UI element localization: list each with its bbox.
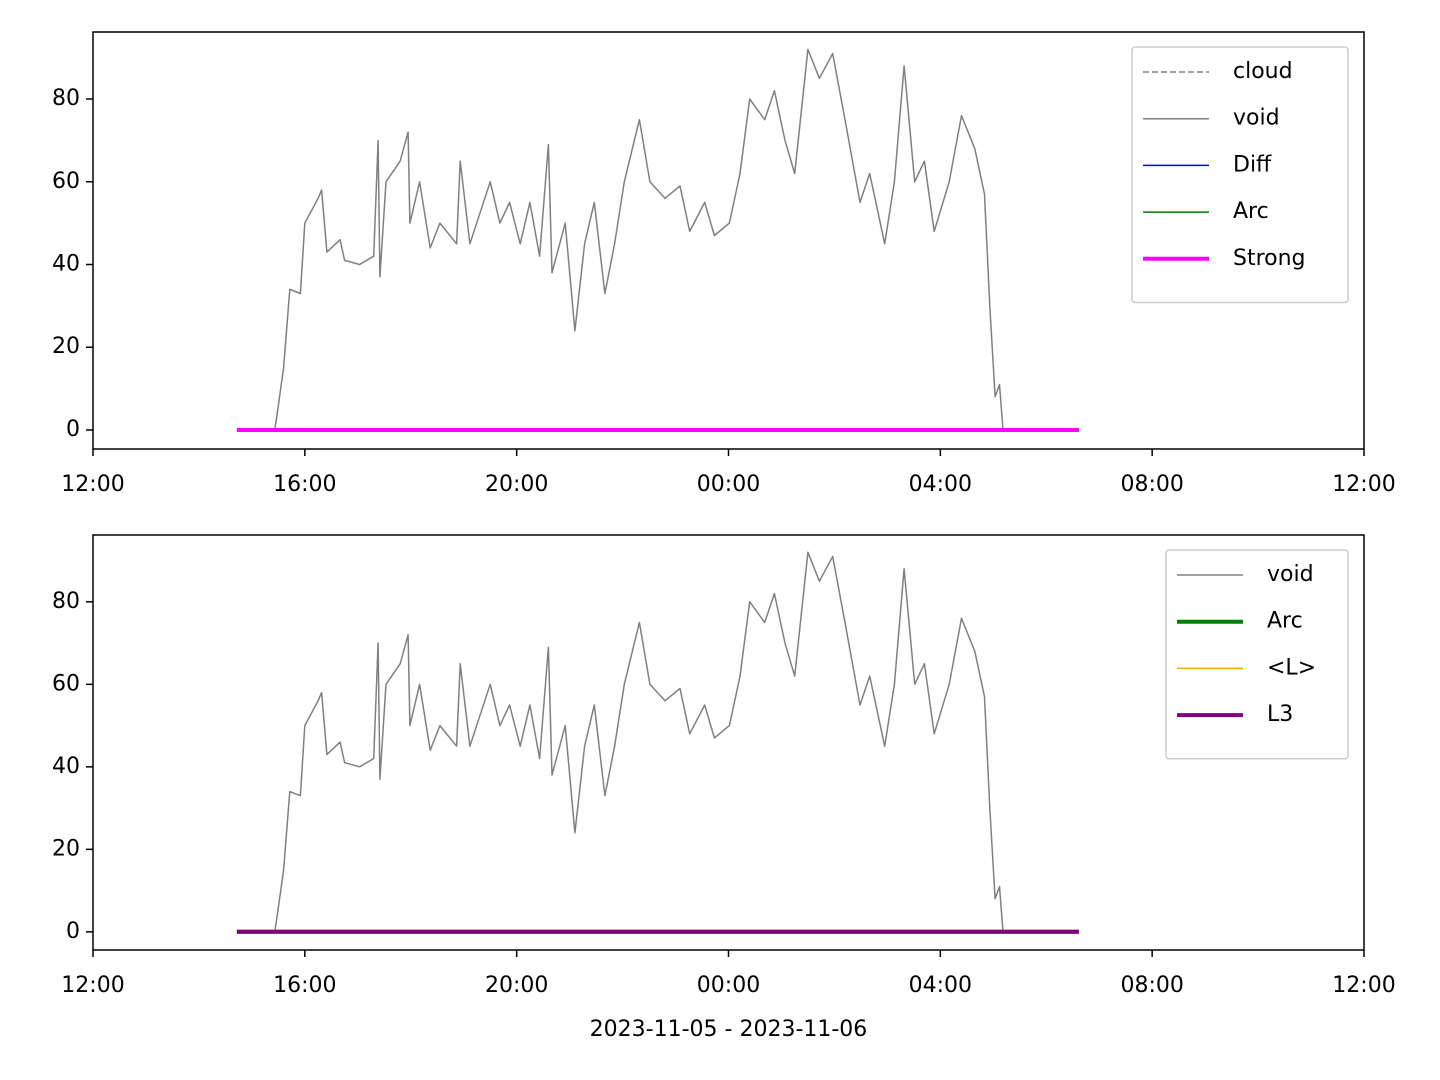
legend-label: <L> xyxy=(1267,655,1316,680)
y-tick-label: 80 xyxy=(52,589,80,614)
series-line xyxy=(274,551,1004,932)
x-tick-label: 04:00 xyxy=(909,973,972,998)
legend-label: void xyxy=(1267,562,1314,587)
legend-label: L3 xyxy=(1267,702,1293,727)
x-tick-label: 12:00 xyxy=(1332,472,1395,497)
y-tick-label: 20 xyxy=(52,334,80,359)
x-axis-label: 2023-11-05 - 2023-11-06 xyxy=(590,1017,868,1042)
y-tick-label: 20 xyxy=(52,836,80,861)
x-tick-label: 20:00 xyxy=(485,472,548,497)
y-tick-label: 0 xyxy=(66,417,80,442)
x-tick-label: 16:00 xyxy=(273,973,336,998)
x-tick-label: 08:00 xyxy=(1120,472,1183,497)
y-tick-label: 0 xyxy=(66,919,80,944)
x-tick-label: 20:00 xyxy=(485,973,548,998)
legend-box xyxy=(1131,46,1349,304)
legend-box xyxy=(1165,549,1349,760)
x-tick-label: 04:00 xyxy=(909,472,972,497)
y-tick-label: 40 xyxy=(52,754,80,779)
legend-label: Arc xyxy=(1233,199,1269,224)
legend-label: Arc xyxy=(1267,609,1303,634)
x-tick-label: 00:00 xyxy=(697,472,760,497)
legend-label: cloud xyxy=(1233,59,1293,84)
series-line xyxy=(274,48,1004,431)
x-tick-label: 12:00 xyxy=(61,472,124,497)
legend-label: Diff xyxy=(1233,152,1272,177)
axes-frame xyxy=(92,534,1365,951)
legend-label: void xyxy=(1233,106,1280,131)
y-tick-label: 60 xyxy=(52,169,80,194)
legend-label: Strong xyxy=(1233,246,1306,271)
y-tick-label: 40 xyxy=(52,251,80,276)
x-tick-label: 08:00 xyxy=(1120,973,1183,998)
x-tick-label: 16:00 xyxy=(273,472,336,497)
x-tick-label: 12:00 xyxy=(1332,973,1395,998)
x-tick-label: 00:00 xyxy=(697,973,760,998)
y-tick-label: 80 xyxy=(52,86,80,111)
axes-frame xyxy=(92,31,1365,450)
y-tick-label: 60 xyxy=(52,671,80,696)
x-tick-label: 12:00 xyxy=(61,973,124,998)
